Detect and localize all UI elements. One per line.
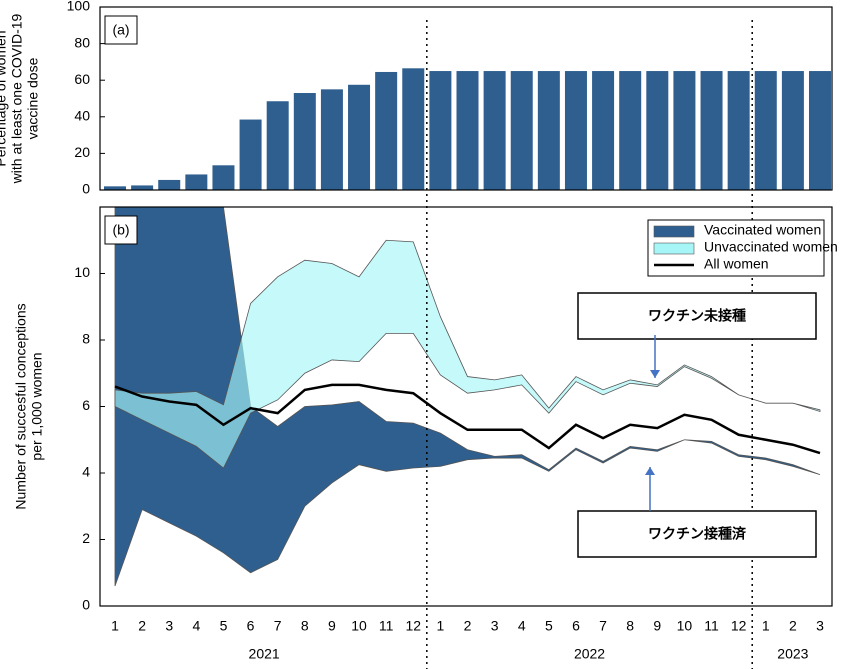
x-tick-label: 9 <box>653 618 661 634</box>
annotation: ワクチン未接種 <box>648 308 746 324</box>
plot-area <box>114 207 821 587</box>
year-label: 2023 <box>777 646 808 662</box>
y-axis-label: Number of succesful conceptions <box>13 303 29 509</box>
x-tick-label: 2 <box>789 618 797 634</box>
y-tick-label: 60 <box>74 71 90 87</box>
y-tick-label: 80 <box>74 34 90 50</box>
annotation-arrowhead <box>645 467 655 475</box>
bar <box>809 71 831 190</box>
x-tick-label: 11 <box>379 618 394 634</box>
legend-swatch <box>653 242 695 255</box>
x-tick-label: 6 <box>247 618 255 634</box>
x-tick-label: 7 <box>599 618 607 634</box>
panel-label: (b) <box>112 222 129 238</box>
x-tick-label: 5 <box>545 618 553 634</box>
y-tick-label: 4 <box>82 464 90 480</box>
x-tick-label: 12 <box>731 618 747 634</box>
panel-label-box <box>104 215 138 245</box>
x-tick-label: 10 <box>677 618 693 634</box>
bar <box>429 71 452 190</box>
legend-label: All women <box>704 256 769 272</box>
x-tick-label: 7 <box>274 618 282 634</box>
bar <box>239 119 262 190</box>
x-tick-label: 4 <box>518 618 526 634</box>
panel-label: (a) <box>112 22 129 38</box>
x-tick-label: 3 <box>491 618 499 634</box>
bar <box>293 93 316 190</box>
x-tick-label: 2 <box>464 618 472 634</box>
bar <box>673 71 696 190</box>
annotation-box <box>577 510 817 558</box>
bar <box>700 71 723 190</box>
bar <box>131 185 154 190</box>
x-tick-label: 4 <box>192 618 200 634</box>
bar <box>619 71 642 190</box>
bar <box>185 174 208 190</box>
year-label: 2022 <box>574 646 605 662</box>
y-tick-label: 2 <box>82 530 90 546</box>
band <box>114 239 821 469</box>
y-axis-label: vaccine dose <box>25 57 41 139</box>
x-tick-label: 9 <box>328 618 336 634</box>
bar <box>320 89 343 190</box>
x-tick-label: 2 <box>138 618 146 634</box>
bar <box>754 71 777 190</box>
y-axis-label: per 1,000 women <box>29 352 45 460</box>
bar <box>375 71 398 190</box>
annotation-box <box>577 292 817 340</box>
y-tick-label: 6 <box>82 397 90 413</box>
bar <box>781 71 804 190</box>
x-tick-label: 1 <box>436 618 444 634</box>
bar <box>158 179 181 190</box>
y-tick-label: 10 <box>74 264 90 280</box>
plot-frame <box>99 6 833 191</box>
bar <box>104 186 126 190</box>
line <box>114 383 821 455</box>
annotation: ワクチン接種済 <box>648 526 747 542</box>
y-axis-label: Percentage of women <box>0 30 9 166</box>
bar <box>537 71 560 190</box>
x-tick-label: 3 <box>165 618 173 634</box>
bar <box>564 71 587 190</box>
x-tick-label: 3 <box>816 618 824 634</box>
bar <box>456 71 479 190</box>
x-tick-label: 8 <box>301 618 309 634</box>
year-label: 2021 <box>249 646 280 662</box>
bar <box>727 71 750 190</box>
legend-label: Unvaccinated women <box>704 239 838 255</box>
band <box>114 207 821 587</box>
x-tick-label: 1 <box>111 618 119 634</box>
y-tick-label: 100 <box>67 0 91 14</box>
legend-swatch <box>653 225 695 238</box>
x-tick-label: 11 <box>704 618 719 634</box>
y-tick-label: 20 <box>74 144 90 160</box>
bar <box>402 68 425 190</box>
bar <box>348 84 371 190</box>
annotation-arrowhead <box>650 370 660 378</box>
legend-label: Vaccinated women <box>704 222 821 238</box>
bar <box>646 71 669 190</box>
panel-label-box <box>104 15 138 45</box>
y-axis-label: with at least one COVID-19 <box>9 13 25 184</box>
y-tick-label: 0 <box>82 597 90 613</box>
x-tick-label: 10 <box>351 618 367 634</box>
bar <box>592 71 615 190</box>
y-tick-label: 40 <box>74 108 90 124</box>
bar <box>510 71 533 190</box>
x-tick-label: 1 <box>762 618 770 634</box>
x-tick-label: 8 <box>626 618 634 634</box>
y-tick-label: 8 <box>82 331 90 347</box>
x-tick-label: 6 <box>572 618 580 634</box>
x-tick-label: 5 <box>220 618 228 634</box>
y-tick-label: 0 <box>82 181 90 197</box>
plot-frame <box>99 206 833 607</box>
bar <box>483 71 506 190</box>
bar <box>266 101 289 190</box>
bar <box>212 165 235 190</box>
x-tick-label: 12 <box>405 618 421 634</box>
